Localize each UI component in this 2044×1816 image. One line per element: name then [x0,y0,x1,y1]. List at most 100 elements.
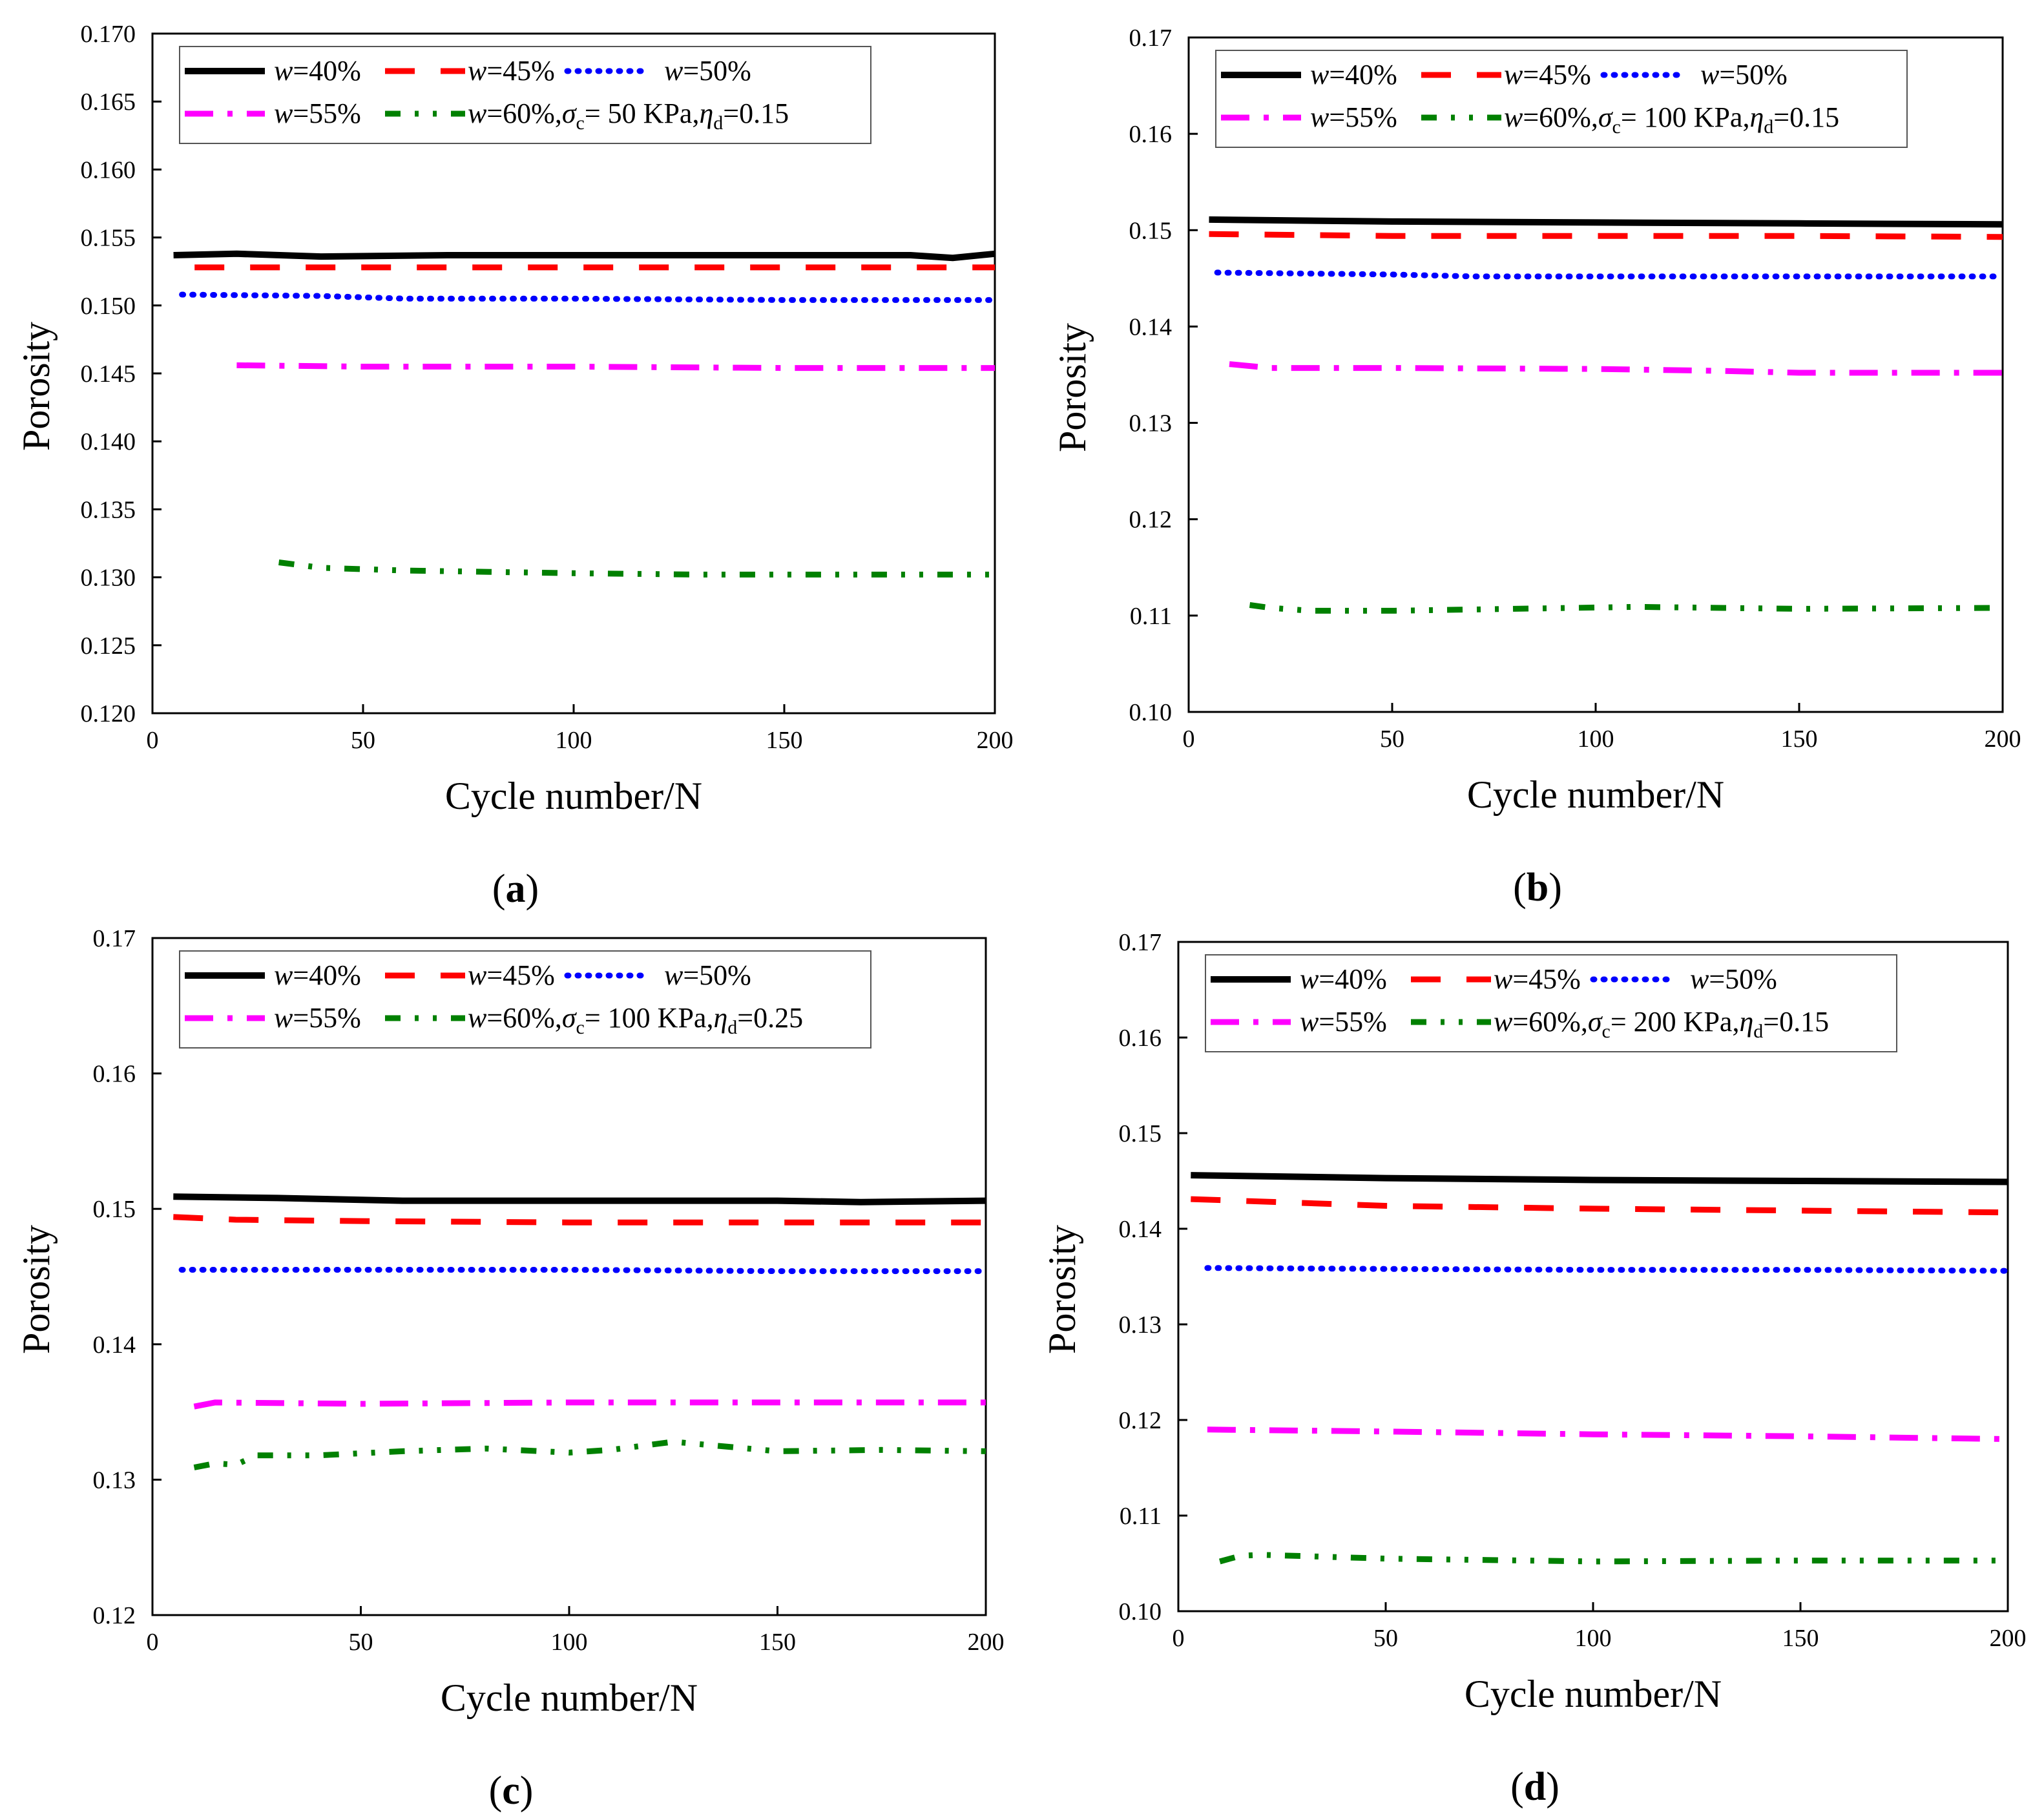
legend-condition-text: ,σc= 100 KPa,ηd=0.25 [555,1002,803,1038]
y-tick-label: 0.16 [1119,1025,1162,1052]
legend-entry-label: w=55% [274,1002,361,1034]
series-line-w60pct [193,1439,986,1470]
figure-panels: 0.1200.1250.1300.1350.1400.1450.1500.155… [15,21,2027,1813]
y-tick-label: 0.125 [81,632,136,660]
panel-label: (d) [1510,1765,1559,1809]
y-tick-label: 0.14 [1129,313,1173,340]
legend-entry-label: w=55% [1300,1006,1387,1038]
x-tick-label: 150 [1782,1625,1819,1652]
legend-entry-label: w=45% [468,959,555,991]
y-tick-label: 0.16 [93,1061,136,1088]
legend-entry-label: w=40% [1300,963,1387,995]
legend-entry-label: w=40% [274,55,361,87]
panel-label: (b) [1513,866,1562,910]
legend-entry-label: w=60%,σc= 100 KPa,ηd=0.15 [1504,101,1839,138]
y-tick-label: 0.170 [81,21,136,48]
y-tick-label: 0.14 [1119,1216,1162,1243]
y-tick-label: 0.145 [81,360,136,388]
series-line-w55pct [236,362,995,371]
y-tick-label: 0.11 [1130,603,1172,630]
legend-entry-label: w=50% [664,55,751,87]
y-axis-label: Porosity [15,322,57,451]
panel-label: (a) [492,867,539,911]
x-tick-label: 100 [556,727,592,754]
y-tick-label: 0.155 [81,225,136,252]
y-tick-label: 0.17 [1129,25,1173,52]
series-line-w55pct [1207,1426,2008,1443]
legend-entry-label: w=50% [664,959,751,991]
legend-entry-label: w=50% [1690,963,1777,995]
y-tick-label: 0.13 [93,1466,136,1494]
series-line-w45pct [1191,1196,2008,1216]
legend-entry-label: w=45% [468,55,555,87]
chart-panel-a: 0.120 0.125 0.130 0.135 0.140 0.145 0.150 0.155… [15,21,1014,911]
y-tick-label: 0.12 [1129,506,1173,534]
y-tick-label: 0.15 [1119,1120,1162,1147]
x-axis-label: Cycle number/N [1467,773,1724,816]
series-line-w40pct [1191,1172,2008,1185]
x-tick-label: 150 [1781,725,1818,753]
y-tick-label: 0.14 [93,1331,136,1359]
y-tick-label: 0.17 [93,925,136,952]
y-tick-label: 0.120 [81,700,136,727]
legend-entry-label: w=45% [1504,59,1591,90]
x-tick-label: 150 [759,1629,796,1656]
series-line-w50pct [1214,269,2006,280]
x-tick-label: 0 [147,1629,159,1656]
series-line-w60pct [1219,1552,2008,1565]
x-tick-label: 50 [351,727,375,754]
series-line-w55pct [1229,361,2003,376]
y-tick-label: 0.16 [1129,121,1173,148]
y-tick-label: 0.165 [81,89,136,116]
y-tick-label: 0.11 [1120,1503,1162,1530]
x-tick-label: 200 [1990,1625,2027,1652]
x-tick-label: 200 [977,727,1014,754]
y-tick-label: 0.140 [81,428,136,455]
legend-box [1215,50,1908,148]
series-line-w50pct [179,291,998,303]
legend-entry-label: w=50% [1700,59,1788,90]
series-line-w60pct [278,559,995,578]
y-axis-label: Porosity [1041,1225,1083,1354]
y-axis-label: Porosity [15,1225,57,1354]
x-tick-label: 0 [1173,1625,1185,1652]
series-line-w55pct [193,1399,986,1410]
y-tick-label: 0.12 [1119,1407,1162,1434]
y-axis-label: Porosity [1051,323,1094,452]
legend-entry-label: w=60%,σc= 100 KPa,ηd=0.25 [468,1002,803,1038]
x-tick-label: 0 [1183,725,1195,753]
y-tick-label: 0.135 [81,496,136,523]
x-tick-label: 200 [1985,725,2021,753]
x-axis-label: Cycle number/N [1465,1673,1722,1715]
series-line-w40pct [1209,216,2003,228]
x-tick-label: 100 [551,1629,588,1656]
series-line-w45pct [1209,231,2003,240]
y-tick-label: 0.15 [1129,217,1173,244]
series-line-w50pct [178,1267,989,1275]
x-axis-label: Cycle number/N [441,1676,698,1719]
y-tick-label: 0.13 [1129,410,1173,437]
x-tick-label: 100 [1575,1625,1612,1652]
series-line-w45pct [173,1214,986,1226]
legend-entry-label: w=60%,σc= 200 KPa,ηd=0.15 [1494,1006,1829,1042]
legend-box [179,950,871,1049]
y-tick-label: 0.130 [81,565,136,592]
x-tick-label: 50 [1373,1625,1398,1652]
y-tick-label: 0.160 [81,156,136,183]
series-line-w50pct [1204,1265,2011,1274]
legend-condition-text: ,σc= 200 KPa,ηd=0.15 [1581,1006,1829,1042]
legend-entry-label: w=55% [1310,101,1397,133]
y-tick-label: 0.12 [93,1602,136,1629]
x-tick-label: 150 [766,727,803,754]
legend-entry-label: w=60%,σc= 50 KPa,ηd=0.15 [468,98,789,134]
legend-entry-label: w=55% [274,98,361,129]
x-tick-label: 100 [1578,725,1614,753]
legend-box [179,46,871,144]
panel-label: (c) [489,1769,534,1813]
y-tick-label: 0.10 [1129,699,1173,726]
x-axis-label: Cycle number/N [445,775,702,817]
x-tick-label: 50 [1380,725,1404,753]
chart-panel-b: 0.10 0.11 0.12 0.13 0.14 0.15 0.16 0.17 0 50 100 15… [1051,25,2021,910]
y-tick-label: 0.13 [1119,1311,1162,1339]
